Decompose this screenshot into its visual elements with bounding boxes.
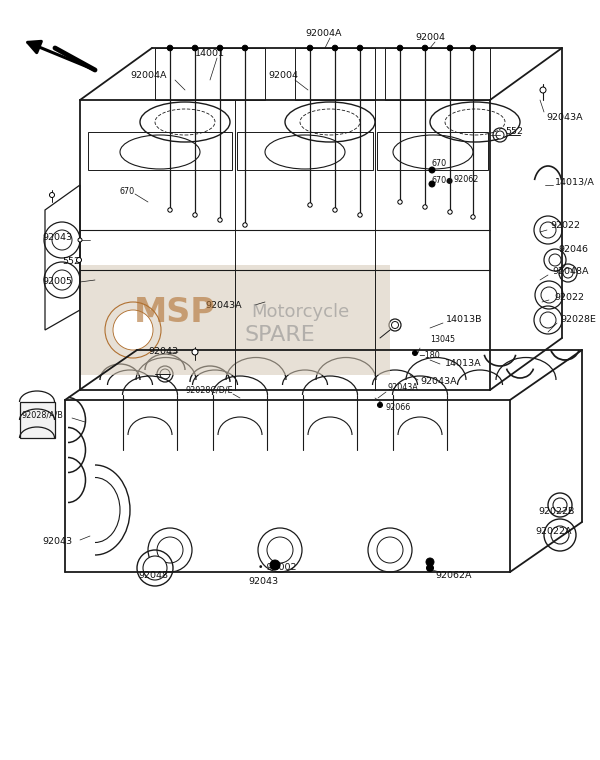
Circle shape bbox=[392, 321, 398, 328]
Circle shape bbox=[217, 45, 223, 51]
Text: 92004: 92004 bbox=[415, 33, 445, 43]
Circle shape bbox=[398, 200, 402, 204]
Text: 92043: 92043 bbox=[42, 537, 72, 546]
Text: 92066: 92066 bbox=[385, 403, 410, 411]
Circle shape bbox=[377, 537, 403, 563]
Text: 92043: 92043 bbox=[148, 347, 178, 356]
Text: 92022B: 92022B bbox=[538, 508, 574, 517]
Circle shape bbox=[218, 218, 222, 222]
Circle shape bbox=[243, 223, 247, 227]
Circle shape bbox=[540, 312, 556, 328]
Circle shape bbox=[447, 45, 453, 51]
Circle shape bbox=[422, 45, 428, 51]
Circle shape bbox=[192, 45, 198, 51]
Text: 92004A: 92004A bbox=[130, 71, 167, 81]
Text: 670: 670 bbox=[120, 188, 135, 197]
Circle shape bbox=[426, 558, 434, 566]
Circle shape bbox=[193, 213, 197, 217]
Text: 92043A: 92043A bbox=[420, 378, 457, 387]
Circle shape bbox=[496, 131, 504, 139]
Circle shape bbox=[551, 526, 569, 544]
Text: 92028/A/B: 92028/A/B bbox=[22, 410, 64, 420]
Circle shape bbox=[307, 45, 313, 51]
Circle shape bbox=[357, 45, 363, 51]
Circle shape bbox=[77, 258, 82, 262]
Circle shape bbox=[358, 213, 362, 217]
Circle shape bbox=[427, 565, 433, 572]
Text: 14013/A: 14013/A bbox=[555, 178, 595, 186]
Circle shape bbox=[563, 268, 573, 278]
Circle shape bbox=[332, 45, 338, 51]
Circle shape bbox=[429, 181, 435, 187]
Text: 92062A: 92062A bbox=[435, 571, 472, 579]
Text: 92028E: 92028E bbox=[560, 315, 596, 325]
Text: 92022A: 92022A bbox=[535, 527, 571, 537]
Circle shape bbox=[167, 45, 173, 51]
Text: Motorcycle: Motorcycle bbox=[251, 303, 349, 321]
Circle shape bbox=[270, 560, 280, 570]
Text: 14013A: 14013A bbox=[445, 359, 482, 369]
Text: 92043A: 92043A bbox=[388, 384, 419, 392]
Circle shape bbox=[423, 204, 427, 209]
Text: 552: 552 bbox=[62, 258, 80, 267]
Text: • 92002: • 92002 bbox=[258, 563, 296, 572]
Bar bbox=[80, 265, 390, 375]
Text: 13045: 13045 bbox=[430, 335, 455, 344]
Circle shape bbox=[52, 230, 72, 250]
Text: 92062: 92062 bbox=[453, 176, 478, 185]
Circle shape bbox=[413, 350, 418, 356]
Circle shape bbox=[160, 369, 170, 379]
Polygon shape bbox=[20, 402, 55, 438]
Circle shape bbox=[143, 556, 167, 580]
Circle shape bbox=[267, 537, 293, 563]
Text: 92043A: 92043A bbox=[546, 113, 583, 122]
Circle shape bbox=[397, 45, 403, 51]
Text: 92004: 92004 bbox=[268, 71, 298, 81]
Circle shape bbox=[157, 537, 183, 563]
Circle shape bbox=[471, 215, 475, 219]
Circle shape bbox=[168, 207, 172, 212]
Text: 552: 552 bbox=[505, 128, 523, 137]
Circle shape bbox=[429, 167, 435, 173]
Text: 92046: 92046 bbox=[558, 245, 588, 255]
Circle shape bbox=[113, 310, 153, 350]
Text: 14001: 14001 bbox=[195, 49, 225, 59]
Circle shape bbox=[49, 192, 55, 198]
Circle shape bbox=[377, 403, 383, 407]
Circle shape bbox=[52, 270, 72, 290]
Circle shape bbox=[242, 45, 248, 51]
Text: 92004A: 92004A bbox=[305, 30, 341, 39]
Circle shape bbox=[553, 498, 567, 512]
Text: 14013B: 14013B bbox=[446, 315, 482, 325]
Text: 92043: 92043 bbox=[42, 233, 72, 242]
Circle shape bbox=[540, 222, 556, 238]
Circle shape bbox=[308, 203, 312, 207]
Text: 92043A: 92043A bbox=[205, 300, 242, 309]
Text: MSP: MSP bbox=[134, 296, 216, 328]
Text: −180: −180 bbox=[418, 350, 440, 359]
Circle shape bbox=[192, 349, 198, 355]
Text: 92043: 92043 bbox=[248, 578, 278, 587]
Circle shape bbox=[540, 87, 546, 93]
Text: 670●: 670● bbox=[432, 176, 454, 185]
Circle shape bbox=[448, 210, 452, 214]
Circle shape bbox=[549, 254, 561, 266]
Text: SPARE: SPARE bbox=[245, 325, 316, 345]
Text: 92022: 92022 bbox=[550, 221, 580, 230]
Text: 670: 670 bbox=[432, 160, 447, 169]
Circle shape bbox=[333, 207, 337, 212]
Text: 92048: 92048 bbox=[138, 571, 168, 579]
Circle shape bbox=[541, 287, 557, 303]
Text: 92022: 92022 bbox=[554, 293, 584, 302]
Text: 92005: 92005 bbox=[42, 277, 72, 287]
Circle shape bbox=[78, 238, 82, 242]
Circle shape bbox=[470, 45, 476, 51]
Text: 92028C/D/E: 92028C/D/E bbox=[185, 385, 233, 394]
Text: 92048A: 92048A bbox=[552, 268, 589, 277]
